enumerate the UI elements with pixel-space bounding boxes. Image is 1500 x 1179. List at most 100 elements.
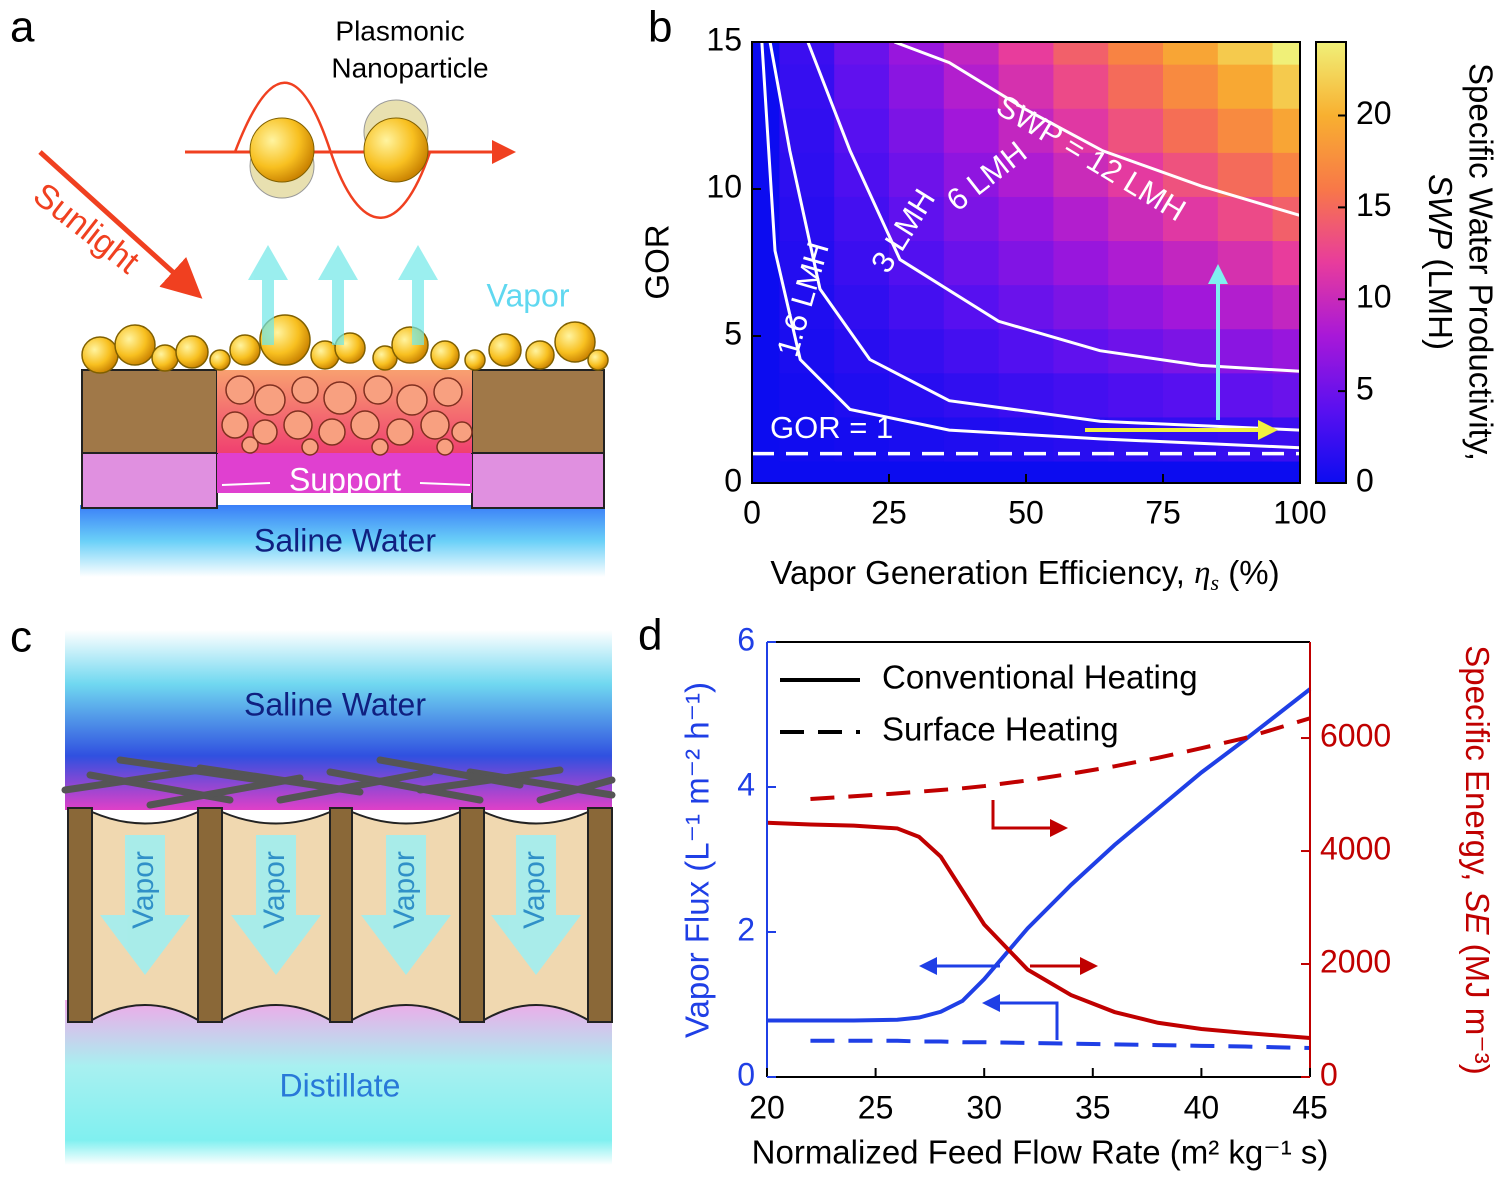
heat-cell	[998, 42, 1054, 65]
y-axis-label: Vapor Flux (L⁻¹ m⁻² h⁻¹)	[679, 682, 716, 1038]
heat-cell	[1053, 284, 1109, 330]
heat-cell	[1272, 108, 1300, 153]
heat-cell	[1108, 284, 1164, 330]
series-line	[810, 716, 1311, 802]
heat-cell	[1163, 460, 1219, 483]
heat-cell	[1163, 284, 1219, 330]
vapor-label: Vapor	[518, 851, 551, 929]
heat-cell	[1272, 284, 1300, 330]
heat-cell	[943, 196, 1000, 242]
annotation-arrow	[982, 994, 1059, 1040]
x-tick-label: 25	[871, 494, 907, 530]
heat-cell	[998, 196, 1054, 242]
heat-cell	[1163, 42, 1219, 65]
heat-cell	[1108, 372, 1164, 418]
heat-cell	[1217, 372, 1274, 418]
heat-cell	[889, 284, 945, 330]
vapor-label: Vapor	[388, 851, 421, 929]
heat-cell	[998, 152, 1054, 197]
x-tick-label: 30	[966, 1089, 1002, 1125]
colorbar-tick-label: 5	[1356, 371, 1374, 407]
heat-cell	[889, 240, 945, 286]
contour-line	[760, 41, 1301, 450]
water	[80, 505, 605, 577]
heat-cell	[1272, 64, 1300, 109]
vapor-label: Vapor	[258, 851, 291, 929]
panel-letter: c	[10, 613, 32, 662]
vapor-arrows	[100, 835, 581, 975]
heat-cell	[834, 460, 890, 483]
water-label: Saline Water	[244, 686, 426, 722]
heat-cell	[889, 196, 945, 242]
heat-cell	[998, 284, 1054, 330]
heat-cell	[998, 240, 1054, 286]
support-pointer	[419, 482, 471, 486]
legend-label: Conventional Heating	[882, 659, 1198, 696]
y-tick-label: 10	[706, 168, 742, 204]
series-line	[766, 820, 1311, 1041]
x-axis-symbol: η	[1194, 555, 1210, 591]
heat-cell	[1163, 196, 1219, 242]
y-tick-label: 4	[737, 766, 755, 802]
heat-cell	[998, 460, 1054, 483]
heat-cell	[752, 460, 780, 483]
nanoparticles	[81, 314, 609, 374]
series-line	[767, 687, 1312, 1023]
support-pointer	[221, 482, 271, 486]
heat-cell	[1108, 152, 1164, 197]
series-line	[810, 1038, 1311, 1050]
heat-cell	[1053, 240, 1109, 286]
heat-cell	[943, 460, 1000, 483]
colorbar-tick-label: 20	[1356, 95, 1392, 131]
colorbar-label: SWP (LMH)	[1422, 174, 1459, 350]
y2-axis-label-text: Specific Energy,	[1459, 645, 1496, 881]
vapor-arrows	[248, 245, 438, 345]
colorbar-tick-label: 0	[1356, 462, 1374, 498]
x-tick-label: 100	[1273, 494, 1326, 530]
heat-cell	[1108, 240, 1164, 286]
x-axis-label: Normalized Feed Flow Rate (m² kg⁻¹ s)	[752, 1134, 1329, 1171]
x-tick-label: 0	[743, 494, 761, 530]
heat-cell	[1163, 372, 1219, 418]
x-tick-label: 40	[1184, 1089, 1220, 1125]
heat-cell	[1217, 64, 1274, 109]
heat-cell	[1053, 372, 1109, 418]
support	[217, 453, 472, 493]
y-axis-label: GOR	[639, 224, 676, 299]
membrane	[81, 369, 218, 454]
heat-cell	[1163, 64, 1219, 109]
legend-label: Surface Heating	[882, 711, 1119, 748]
heat-cell	[1053, 460, 1109, 483]
y-tick-label: 6	[737, 621, 755, 657]
heat-cell	[1108, 460, 1164, 483]
x-tick-label: 50	[1008, 494, 1044, 530]
water-label: Saline Water	[254, 522, 436, 558]
y-tick-label: 0	[737, 1056, 755, 1092]
heat-cell	[834, 240, 890, 286]
heat-cell	[779, 460, 835, 483]
heat-cell	[998, 64, 1054, 109]
colorbar-symbol: SWP	[1422, 174, 1459, 249]
heat-cell	[889, 64, 945, 109]
heat-cell	[943, 372, 1000, 418]
x-tick-label: 25	[858, 1089, 894, 1125]
colorbar-tick-label: 10	[1356, 279, 1392, 315]
heat-cell	[1272, 460, 1300, 483]
heat-cell	[1163, 240, 1219, 286]
contour-line	[806, 41, 1301, 373]
heat-cell	[1217, 460, 1274, 483]
heat-cell	[1272, 372, 1300, 418]
heat-cell	[1217, 240, 1274, 286]
heat-cell	[1217, 152, 1274, 197]
y2-tick-label: 6000	[1320, 717, 1391, 753]
heat-cell	[943, 108, 1000, 153]
colorbar-unit: (LMH)	[1422, 258, 1459, 350]
y2-axis-label: Specific Energy, SE (MJ m⁻³)	[1459, 645, 1496, 1074]
heat-cell	[1108, 108, 1164, 153]
y2-tick-label: 0	[1320, 1056, 1338, 1092]
heat-cell	[1272, 240, 1300, 286]
x-tick-label: 75	[1145, 494, 1181, 530]
heat-cell	[943, 328, 1000, 374]
